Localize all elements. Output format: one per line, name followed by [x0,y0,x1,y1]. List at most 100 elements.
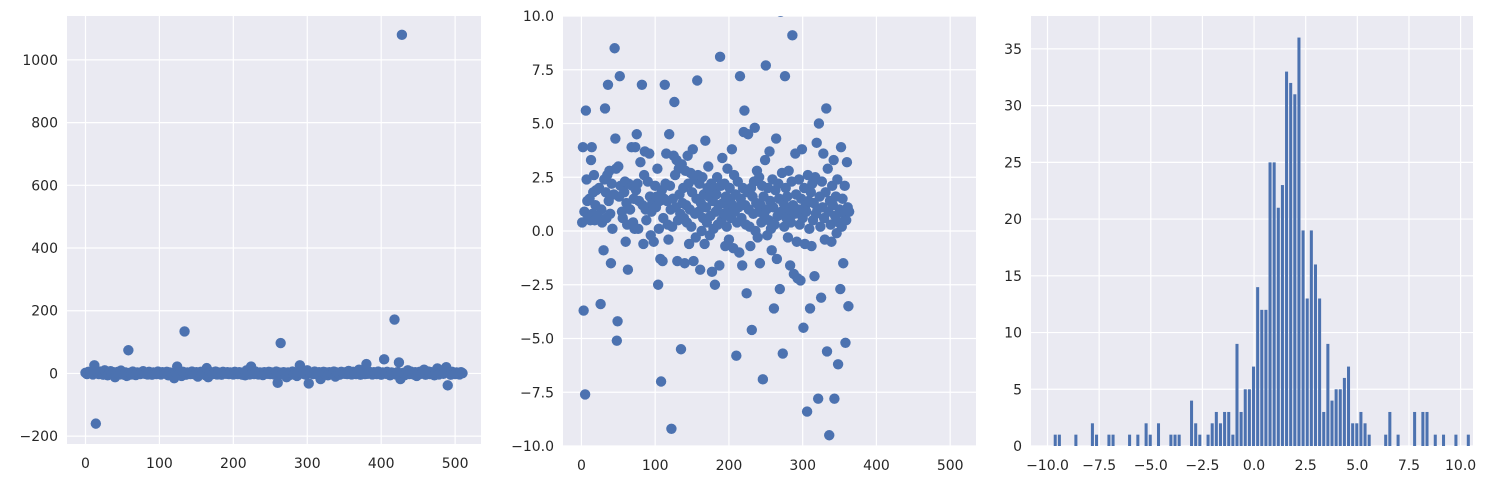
data-point [764,146,775,157]
histogram-bar [1326,343,1330,446]
data-point [721,221,732,232]
data-point [829,393,840,404]
data-point [835,141,847,153]
data-point [602,79,614,91]
histogram-bar [1247,389,1251,446]
data-point [785,217,797,228]
data-point [782,191,793,202]
data-point [635,157,646,168]
data-point [774,283,786,295]
data-point [605,208,616,219]
histogram-bar [1421,411,1425,446]
data-point [841,215,852,226]
histogram-bar [1148,434,1152,446]
histogram-bar [1218,423,1222,446]
scatter-plot-raw: 0 100 200 300 400 500 −200 0 200 400 600 800 1000 [20,16,481,472]
data-point [767,202,779,213]
x-tick-label: 200 [220,456,247,472]
histogram-bar [1347,366,1351,446]
data-point [700,202,712,213]
histogram-bar [1318,298,1322,446]
data-point [606,178,617,189]
y-tick-label: 7.5 [532,63,554,79]
y-tick-label: 30 [1004,99,1022,115]
histogram-bar [1413,411,1417,446]
data-point [768,303,780,314]
data-point [393,357,405,368]
data-point [700,135,711,146]
data-point [442,380,453,391]
x-tick-label: 500 [937,458,964,474]
x-tick-label: 0 [577,458,586,474]
data-point [577,141,589,153]
data-point [801,206,812,217]
data-point [796,144,808,155]
data-point [611,335,623,346]
data-point [843,206,855,217]
data-point [669,96,680,108]
y-tick-label: 15 [1004,269,1022,285]
histogram-bar [1243,389,1247,446]
data-point [607,223,618,235]
y-tick-label: 600 [31,178,58,194]
data-point [703,161,714,172]
data-point [711,189,722,200]
x-tick-label: 500 [442,456,469,472]
data-point [579,389,591,400]
data-point [804,223,815,235]
data-point [652,279,664,290]
data-point [614,71,625,82]
y-tick-label: 5 [1013,382,1022,398]
histogram-bar [1454,434,1458,446]
histogram-bar [1090,423,1094,446]
data-point [683,238,695,250]
data-point [632,178,643,189]
histogram-bar [1169,434,1173,446]
histogram-bar [1107,434,1111,446]
data-point [784,260,796,271]
y-tick-label: 35 [1004,42,1022,58]
x-tick-label: −7.5 [1082,458,1116,474]
histogram-bar [1363,423,1367,446]
data-point [739,105,750,116]
x-tick-label: 0 [81,456,90,472]
x-tick-label: 0.0 [1243,458,1265,474]
data-point [798,322,809,333]
data-point [793,174,805,185]
y-tick-label: 20 [1004,212,1022,228]
histogram-bar [1239,411,1243,446]
x-tick-label: 400 [863,458,890,474]
histogram-bar [1198,434,1202,446]
histogram: −10.0 −7.5 −5.0 −2.5 0.0 2.5 5.0 7.5 10.0 0 5 10 15 2… [1004,16,1476,474]
data-point [777,348,788,359]
histogram-bar [1214,411,1218,446]
data-point [726,144,738,155]
data-point [599,103,611,114]
data-point [734,71,746,82]
y-tick-label: −10.0 [511,439,554,455]
data-point [734,247,745,258]
histogram-bar [1206,434,1210,446]
data-point [815,221,826,232]
histogram-bar [1227,411,1231,446]
data-point [696,225,707,237]
data-point [624,204,636,215]
y-tick-label: −200 [20,429,58,445]
y-tick-label: 25 [1004,155,1022,171]
histogram-bar [1442,434,1446,446]
histogram-bar [1210,423,1214,446]
histogram-bar [1289,82,1293,446]
data-point [179,326,190,337]
y-tick-label: 10 [1004,326,1022,342]
data-point [666,423,677,434]
data-point [378,354,390,365]
data-point [791,236,802,247]
data-point [714,51,726,63]
data-point [723,234,735,245]
data-point [820,187,831,198]
data-point [663,234,674,245]
data-point [664,129,675,140]
data-point [596,204,607,215]
histogram-bar [1268,162,1272,446]
data-point [687,144,698,155]
